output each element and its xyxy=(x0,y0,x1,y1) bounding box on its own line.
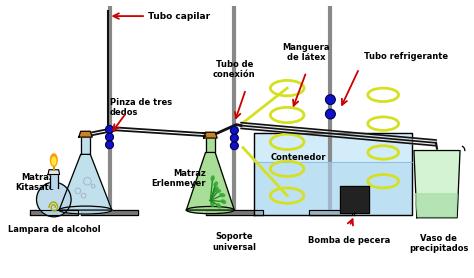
Polygon shape xyxy=(59,154,112,210)
Ellipse shape xyxy=(214,182,218,186)
Ellipse shape xyxy=(214,187,218,191)
Text: Pinza de tres
dedos: Pinza de tres dedos xyxy=(109,98,172,117)
Ellipse shape xyxy=(52,157,56,165)
Circle shape xyxy=(230,126,238,134)
Text: Tubo de
conexión: Tubo de conexión xyxy=(213,60,255,80)
Polygon shape xyxy=(415,194,457,217)
Circle shape xyxy=(106,126,113,133)
Text: Contenedor: Contenedor xyxy=(271,153,326,162)
Ellipse shape xyxy=(221,200,226,203)
Polygon shape xyxy=(206,138,215,152)
Polygon shape xyxy=(81,210,138,215)
Ellipse shape xyxy=(186,207,234,214)
Circle shape xyxy=(326,95,335,105)
Circle shape xyxy=(106,141,113,149)
Circle shape xyxy=(326,109,335,119)
Ellipse shape xyxy=(50,154,57,166)
Text: Bomba de pecera: Bomba de pecera xyxy=(309,236,391,245)
Text: Manguera
de látex: Manguera de látex xyxy=(283,43,330,62)
Polygon shape xyxy=(340,186,369,213)
Ellipse shape xyxy=(211,202,214,207)
Text: Tubo refrigerante: Tubo refrigerante xyxy=(364,52,448,61)
Polygon shape xyxy=(309,210,352,215)
Text: Matraz
Erlenmeyer: Matraz Erlenmeyer xyxy=(151,169,206,188)
Ellipse shape xyxy=(217,204,220,208)
Text: Soporte
universal: Soporte universal xyxy=(212,232,256,252)
Polygon shape xyxy=(50,175,58,188)
Polygon shape xyxy=(30,210,78,215)
Polygon shape xyxy=(255,162,411,214)
Polygon shape xyxy=(79,131,92,137)
Ellipse shape xyxy=(59,206,112,214)
Circle shape xyxy=(230,142,238,150)
Polygon shape xyxy=(186,152,234,210)
Polygon shape xyxy=(414,150,460,218)
Polygon shape xyxy=(254,133,412,215)
Text: Vaso de
precipitados: Vaso de precipitados xyxy=(409,234,469,254)
Ellipse shape xyxy=(220,193,225,197)
Text: Tubo capilar: Tubo capilar xyxy=(148,12,210,21)
Circle shape xyxy=(230,134,238,142)
Circle shape xyxy=(106,133,113,141)
Polygon shape xyxy=(48,170,60,175)
Ellipse shape xyxy=(211,176,214,181)
Ellipse shape xyxy=(216,190,220,193)
Polygon shape xyxy=(206,210,263,215)
Polygon shape xyxy=(81,137,91,154)
Polygon shape xyxy=(204,132,217,138)
Text: Lampara de alcohol: Lampara de alcohol xyxy=(8,225,100,234)
Text: Matraz
Kitasato: Matraz Kitasato xyxy=(15,173,55,192)
Circle shape xyxy=(36,182,71,217)
